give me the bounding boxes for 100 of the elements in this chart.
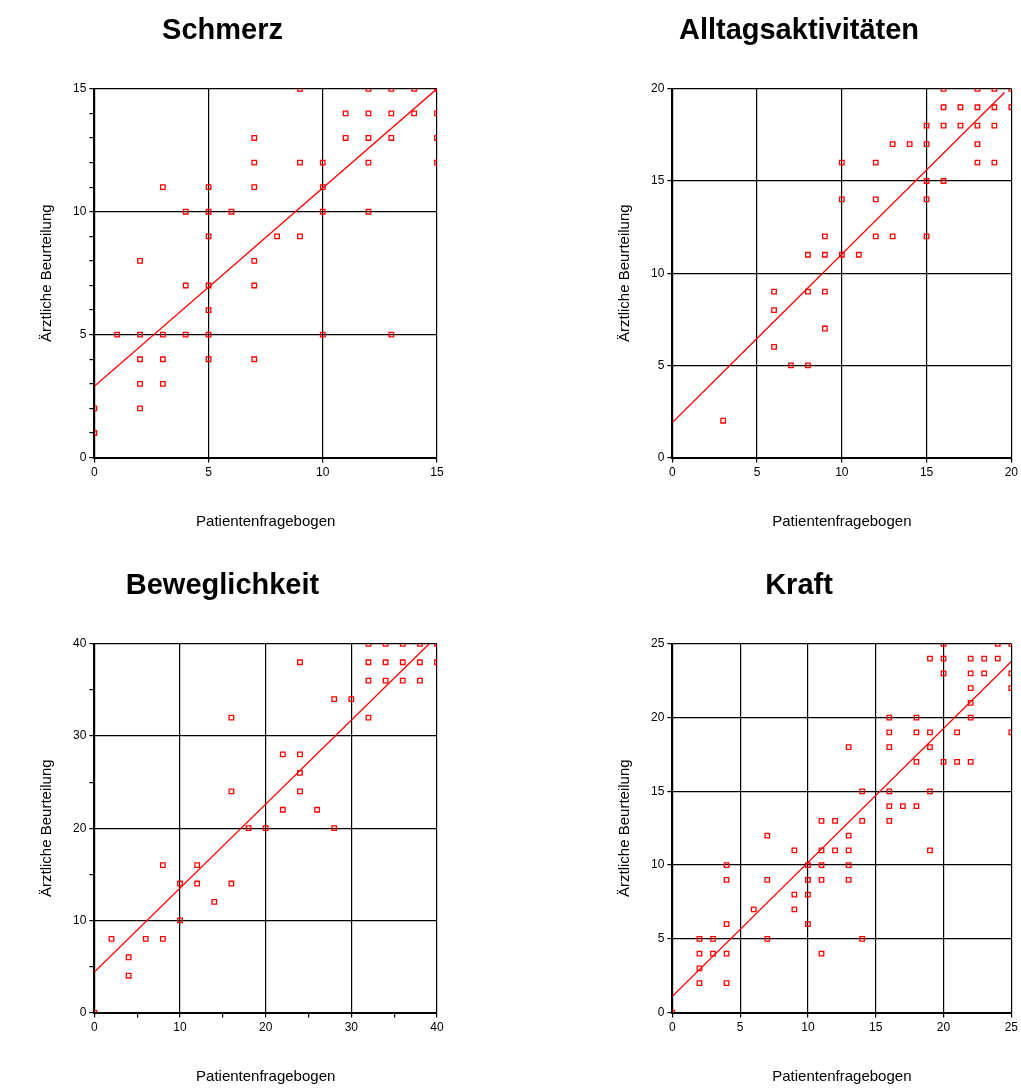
point xyxy=(182,331,189,338)
y-tick-label: 5 xyxy=(657,931,665,946)
point xyxy=(205,184,212,191)
point xyxy=(388,135,395,141)
point xyxy=(137,405,143,412)
point xyxy=(365,714,372,721)
point xyxy=(923,233,930,240)
point xyxy=(365,110,372,117)
point xyxy=(855,251,862,258)
point xyxy=(974,122,981,129)
chart-title: Alltagsaktivitäten xyxy=(678,13,920,46)
point xyxy=(872,196,879,203)
point xyxy=(991,159,998,166)
y-axis-title: Ärztliche Beurteilung xyxy=(37,759,55,897)
point xyxy=(872,233,879,240)
point xyxy=(416,659,423,666)
point xyxy=(957,104,964,111)
point xyxy=(319,184,326,191)
point xyxy=(125,972,132,979)
point xyxy=(194,862,201,868)
point xyxy=(125,954,132,961)
point xyxy=(159,380,166,387)
point xyxy=(297,88,303,92)
point xyxy=(331,696,338,703)
x-tick-label: 10 xyxy=(173,1020,187,1035)
x-tick-label: 10 xyxy=(316,465,330,480)
point xyxy=(211,899,218,905)
y-tick-label: 10 xyxy=(650,265,665,280)
point xyxy=(821,288,828,295)
point xyxy=(411,110,418,117)
point xyxy=(177,917,183,924)
x-tick-label: 25 xyxy=(1004,1020,1019,1035)
point xyxy=(297,659,303,666)
x-tick-label: 5 xyxy=(753,465,761,480)
point xyxy=(923,196,930,203)
y-tick-label: 5 xyxy=(79,326,87,341)
point xyxy=(365,159,372,166)
point xyxy=(228,208,235,215)
point xyxy=(365,135,372,141)
point xyxy=(137,356,143,363)
point xyxy=(805,251,811,258)
point xyxy=(821,325,828,332)
point xyxy=(228,714,235,721)
point xyxy=(177,880,183,887)
y-axis-title: Ärztliche Beurteilung xyxy=(37,204,55,342)
x-tick-label: 15 xyxy=(869,1020,883,1035)
point xyxy=(416,677,423,684)
point xyxy=(251,159,258,166)
y-axis-title: Ärztliche Beurteilung xyxy=(615,204,633,342)
x-tick-label: 5 xyxy=(736,1020,744,1035)
y-tick-label: 10 xyxy=(72,204,87,219)
x-tick-label: 15 xyxy=(430,465,444,480)
x-tick-label: 10 xyxy=(835,465,849,480)
x-tick-label: 20 xyxy=(936,1020,951,1035)
point xyxy=(251,135,258,141)
point xyxy=(399,659,406,666)
point xyxy=(297,159,303,166)
point xyxy=(205,208,212,215)
point xyxy=(720,417,727,424)
point xyxy=(889,233,896,240)
y-tick-label: 10 xyxy=(72,912,87,927)
point xyxy=(159,935,166,942)
x-tick-label: 15 xyxy=(919,465,934,480)
point xyxy=(114,331,121,338)
point xyxy=(314,806,320,813)
point xyxy=(251,184,258,191)
point xyxy=(159,184,166,191)
point xyxy=(974,159,981,166)
point xyxy=(182,282,189,289)
x-tick-label: 0 xyxy=(669,465,676,480)
point xyxy=(991,104,998,111)
point xyxy=(205,331,212,338)
point xyxy=(771,307,777,313)
y-tick-label: 15 xyxy=(72,81,87,96)
chart-title: Schmerz xyxy=(162,13,283,46)
point xyxy=(348,696,355,703)
point xyxy=(297,769,303,776)
point xyxy=(159,356,166,363)
y-tick-label: 20 xyxy=(72,820,87,835)
y-tick-label: 30 xyxy=(72,728,87,743)
y-tick-label: 0 xyxy=(657,1004,665,1019)
y-tick-label: 0 xyxy=(79,1004,87,1019)
y-tick-label: 10 xyxy=(650,857,665,872)
point xyxy=(205,233,212,240)
y-tick-label: 25 xyxy=(650,636,665,651)
point xyxy=(205,282,212,289)
point xyxy=(923,178,930,184)
y-tick-label: 5 xyxy=(657,357,665,372)
y-axis-title: Ärztliche Beurteilung xyxy=(615,759,633,897)
point xyxy=(251,282,258,289)
point xyxy=(957,122,964,129)
point xyxy=(142,935,149,942)
point xyxy=(245,825,252,832)
point xyxy=(182,208,189,215)
point xyxy=(382,677,389,684)
point xyxy=(108,935,115,942)
y-tick-label: 20 xyxy=(650,709,665,724)
x-tick-label: 20 xyxy=(1004,465,1019,480)
point xyxy=(297,751,303,758)
x-axis-title: Patientenfragebogen xyxy=(772,512,912,530)
